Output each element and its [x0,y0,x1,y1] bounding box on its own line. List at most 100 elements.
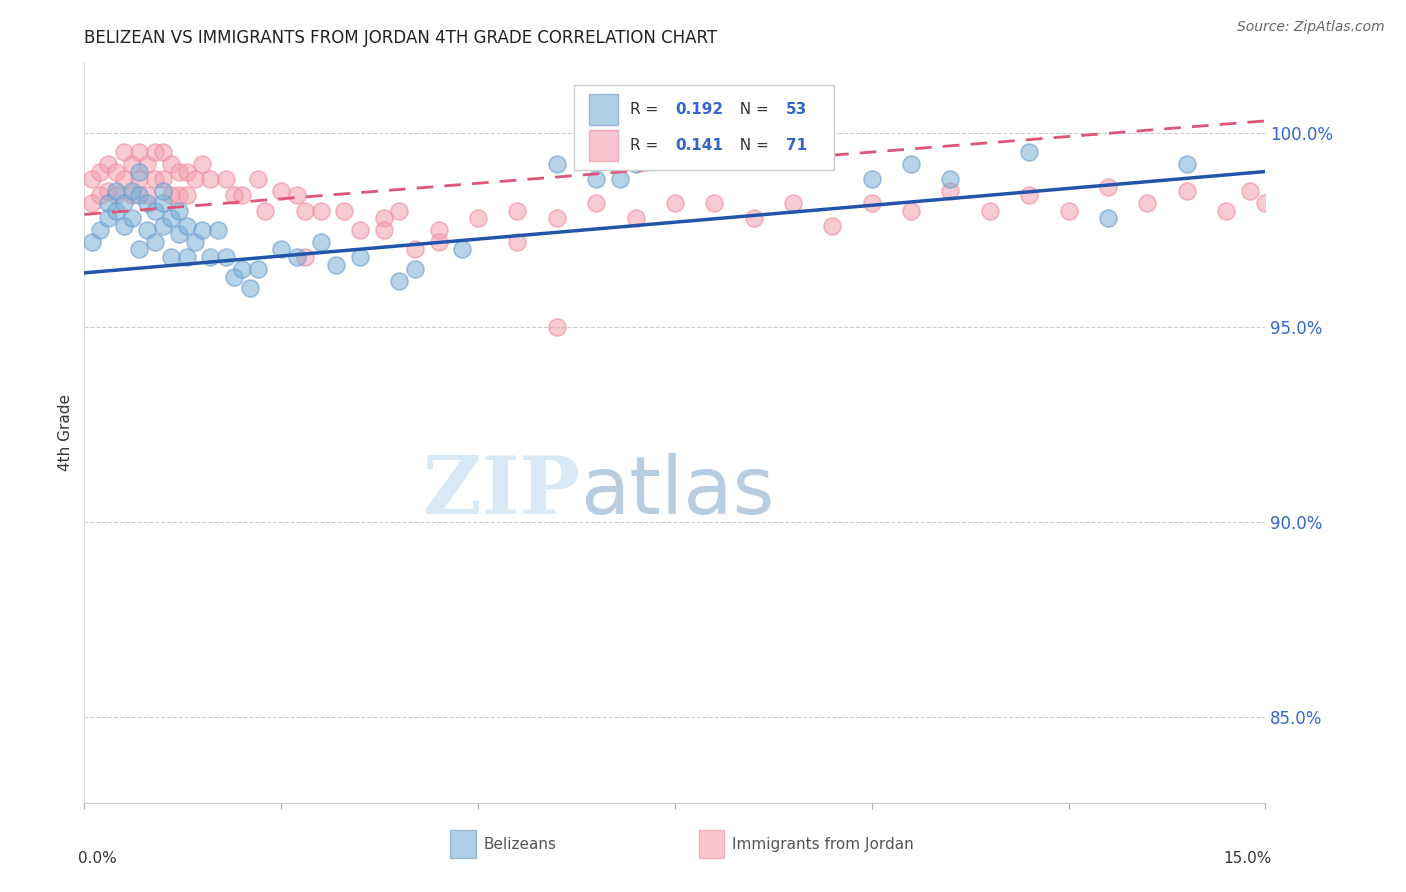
Point [222,269,245,284]
Point [742,211,765,226]
Point [167,227,190,241]
Point [160,157,183,171]
Point [128,243,150,257]
Point [121,188,143,202]
Point [900,203,922,218]
Point [1175,184,1198,198]
Point [782,195,804,210]
Y-axis label: 4th Grade: 4th Grade [58,394,73,471]
Point [285,250,308,264]
Text: Source: ZipAtlas.com: Source: ZipAtlas.com [1237,21,1385,34]
Point [200,250,222,264]
Point [89,223,111,237]
Point [506,235,529,249]
Point [546,157,568,171]
Point [373,211,395,226]
Point [1097,180,1119,194]
Point [664,195,686,210]
FancyBboxPatch shape [575,85,834,169]
Point [1136,195,1159,210]
Point [1097,211,1119,226]
Point [143,203,166,218]
Text: BELIZEAN VS IMMIGRANTS FROM JORDAN 4TH GRADE CORRELATION CHART: BELIZEAN VS IMMIGRANTS FROM JORDAN 4TH G… [84,29,717,47]
Point [1175,157,1198,171]
Point [325,258,347,272]
Point [1239,184,1261,198]
Point [152,145,174,159]
Point [143,145,166,159]
Point [143,235,166,249]
Point [900,157,922,171]
Point [585,172,607,186]
Point [207,223,229,237]
Point [1215,203,1237,218]
Point [167,188,190,202]
Point [506,203,529,218]
Point [121,157,143,171]
Point [404,243,426,257]
Point [128,145,150,159]
Point [160,188,183,202]
Point [89,164,111,178]
Point [200,172,222,186]
Point [294,250,316,264]
Point [97,157,120,171]
Text: Belizeans: Belizeans [484,837,557,852]
Point [82,172,104,186]
Point [979,203,1001,218]
Text: 71: 71 [786,138,807,153]
Point [309,203,332,218]
Point [246,262,269,277]
Point [349,250,371,264]
Point [82,195,104,210]
Point [451,243,474,257]
Text: 0.192: 0.192 [675,102,723,117]
Point [121,211,143,226]
Point [112,219,135,233]
Point [160,250,183,264]
Point [160,211,183,226]
Point [152,195,174,210]
Point [97,195,120,210]
Point [176,164,198,178]
Point [860,195,883,210]
Point [152,219,174,233]
Bar [589,130,619,161]
Point [585,195,607,210]
Point [191,157,214,171]
Point [176,188,198,202]
Point [97,211,120,226]
Point [231,262,253,277]
Point [128,188,150,202]
Point [104,188,127,202]
Point [176,219,198,233]
Point [239,281,262,295]
Point [143,172,166,186]
Point [349,223,371,237]
Point [82,235,104,249]
Point [112,172,135,186]
Point [1018,188,1040,202]
Point [624,157,647,171]
Point [104,203,127,218]
Point [128,172,150,186]
Point [404,262,426,277]
Point [270,184,292,198]
Text: R =: R = [630,102,664,117]
Point [1057,203,1080,218]
Point [167,164,190,178]
Point [104,184,127,198]
Point [546,211,568,226]
Point [128,164,150,178]
Point [152,172,174,186]
Point [294,203,316,218]
Point [136,223,159,237]
Point [215,250,238,264]
Bar [699,830,724,858]
Point [231,188,253,202]
Text: Immigrants from Jordan: Immigrants from Jordan [731,837,914,852]
Point [254,203,277,218]
Text: atlas: atlas [581,453,775,531]
Text: N =: N = [730,102,775,117]
Text: R =: R = [630,138,664,153]
